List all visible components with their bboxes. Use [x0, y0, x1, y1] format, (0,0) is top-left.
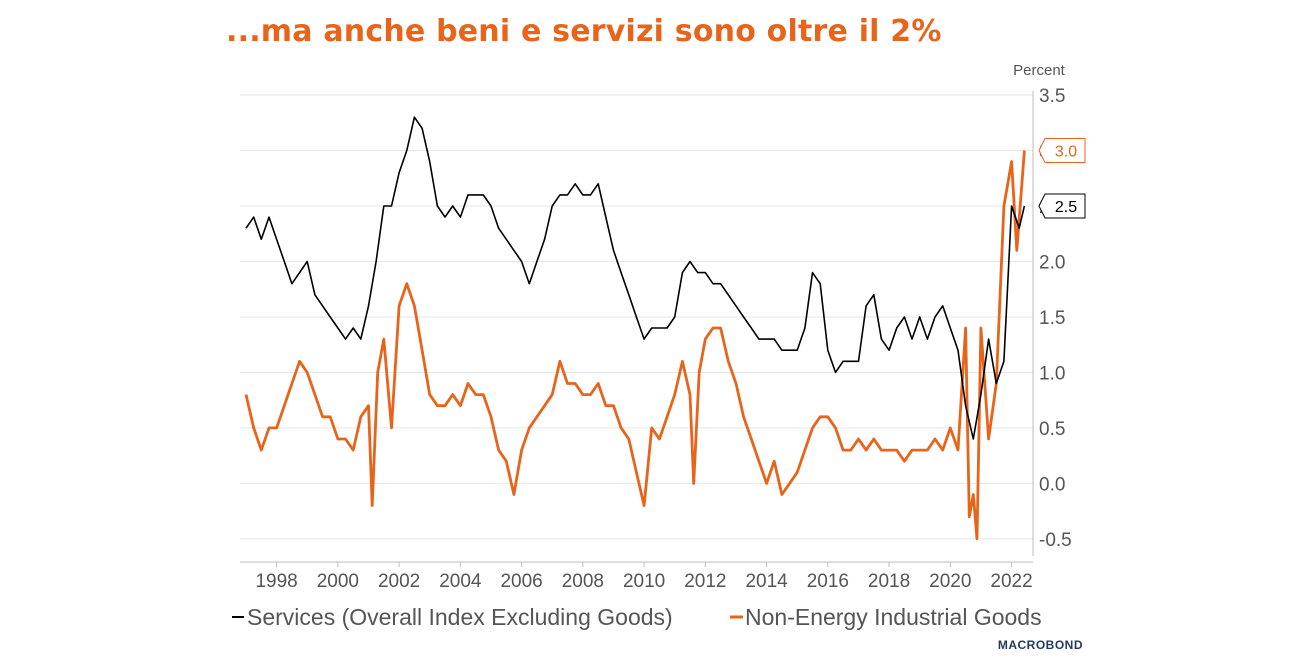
x-tick-label: 2008	[562, 571, 604, 592]
x-tick-label: 2016	[807, 571, 849, 592]
series-lines	[244, 116, 1026, 541]
y-tick-label: 3.5	[1039, 86, 1065, 107]
y-tick-label: 1.5	[1039, 308, 1065, 329]
end-label-1: 3.0	[1038, 137, 1086, 163]
legend: Services (Overall Index Excluding Goods)…	[232, 604, 1042, 630]
legend-label-services: Services (Overall Index Excluding Goods)	[247, 604, 673, 630]
chart-title: ...ma anche beni e servizi sono oltre il…	[226, 14, 942, 49]
x-tick-label: 2000	[317, 571, 359, 592]
y-tick-label: 2.0	[1039, 252, 1065, 273]
x-tick-label: 1998	[255, 571, 297, 592]
y-tick-label: -0.5	[1039, 530, 1072, 551]
x-tick-label: 2020	[929, 571, 971, 592]
x-tick-label: 2010	[623, 571, 665, 592]
x-tick-label: 2004	[439, 571, 482, 592]
y-axis-unit-label: Percent	[1013, 62, 1066, 79]
end-label-text: 2.5	[1055, 199, 1077, 216]
end-value-labels: 2.5 3.0	[1038, 137, 1086, 219]
x-tick-label: 2012	[684, 571, 726, 592]
x-tick-label: 2014	[745, 571, 788, 592]
brand-logo: MACROBOND	[998, 638, 1083, 652]
brand-wordmark: MACROBOND	[998, 638, 1083, 652]
y-tick-label: 0.0	[1039, 474, 1065, 495]
end-label-box	[1038, 193, 1086, 219]
y-tick-label: 1.0	[1039, 363, 1065, 384]
y-tick-label: 0.5	[1039, 419, 1065, 440]
x-tick-label: 2006	[500, 571, 542, 592]
x-tick-label: 2018	[868, 571, 910, 592]
legend-label-goods: Non-Energy Industrial Goods	[745, 604, 1042, 630]
end-label-box	[1038, 137, 1086, 163]
x-tick-label: 2002	[378, 571, 420, 592]
series-line-0	[245, 116, 1026, 440]
x-axis: 1998 2000 2002 2004 2006 2008 2010 2012 2014 2016…	[240, 561, 1033, 592]
end-label-text: 3.0	[1055, 143, 1077, 160]
x-tick-label: 2022	[990, 571, 1032, 592]
end-label-0: 2.5	[1038, 193, 1086, 219]
series-line-1	[244, 150, 1026, 541]
gridlines	[240, 94, 1033, 540]
